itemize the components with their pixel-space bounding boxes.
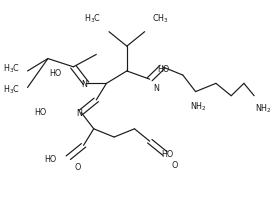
Text: HO: HO [35,108,47,117]
Text: HO: HO [45,155,57,164]
Text: H$_3$C: H$_3$C [84,13,101,26]
Text: HO: HO [161,150,173,160]
Text: CH$_3$: CH$_3$ [152,13,169,26]
Text: N: N [153,84,159,93]
Text: H$_3$C: H$_3$C [3,83,20,96]
Text: HO: HO [50,69,62,78]
Text: O: O [74,163,80,172]
Text: O: O [171,161,178,170]
Text: NH$_2$: NH$_2$ [255,103,272,115]
Text: N: N [81,80,87,89]
Text: N: N [76,109,82,118]
Text: H$_3$C: H$_3$C [3,63,20,75]
Text: NH$_2$: NH$_2$ [190,101,207,113]
Text: HO: HO [157,65,170,74]
